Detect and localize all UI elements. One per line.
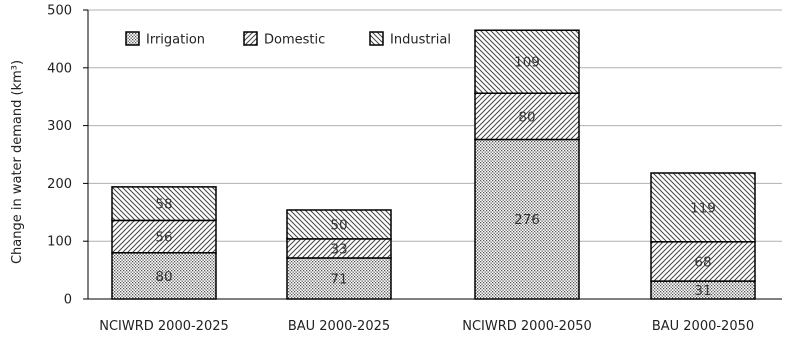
bar-segment-irrigation — [111, 252, 217, 300]
legend-label: Irrigation — [146, 33, 205, 48]
bars: 80 56 58 71 33 50 276 80 109 31 68 119 — [111, 29, 756, 300]
bar-segment-industrial — [650, 172, 756, 243]
legend-swatch — [243, 31, 258, 46]
y-tick-label: 0 — [64, 293, 72, 308]
data-label: 31 — [694, 283, 711, 299]
x-category-label: NCIWRD 2000-2025 — [99, 319, 229, 334]
legend: Irrigation Domestic Industrial — [125, 31, 451, 48]
x-category-label: BAU 2000-2050 — [652, 319, 754, 334]
axes: 0 100 200 300 400 500 NCIWRD 2000-2025 BAU 2000… — [47, 4, 782, 334]
legend-swatch — [125, 31, 140, 46]
legend-swatch — [369, 31, 384, 46]
y-tick-label: 500 — [47, 4, 72, 19]
data-label: 50 — [330, 217, 347, 233]
data-label: 276 — [514, 212, 540, 228]
data-label: 71 — [330, 271, 347, 287]
y-tick-label: 100 — [47, 235, 72, 250]
bar-segment-industrial — [286, 209, 392, 240]
x-category-label: NCIWRD 2000-2050 — [462, 319, 592, 334]
legend-label: Industrial — [390, 33, 451, 48]
bar-segment-domestic — [111, 219, 217, 254]
y-tick-label: 300 — [47, 119, 72, 134]
y-tick-label: 400 — [47, 61, 72, 76]
data-label: 68 — [694, 254, 711, 270]
y-axis-title: Change in water demand (km³) — [10, 60, 25, 264]
x-category-label: BAU 2000-2025 — [288, 319, 390, 334]
data-label: 119 — [690, 200, 716, 216]
data-label: 56 — [155, 230, 172, 246]
data-label: 58 — [155, 197, 172, 213]
data-label: 33 — [330, 241, 347, 257]
data-label: 80 — [518, 109, 535, 125]
legend-label: Domestic — [264, 33, 325, 48]
bar-segment-industrial — [474, 29, 580, 94]
data-label: 109 — [514, 55, 540, 71]
y-tick-label: 200 — [47, 177, 72, 192]
data-label: 80 — [155, 269, 172, 285]
bar-segment-industrial — [111, 186, 217, 222]
